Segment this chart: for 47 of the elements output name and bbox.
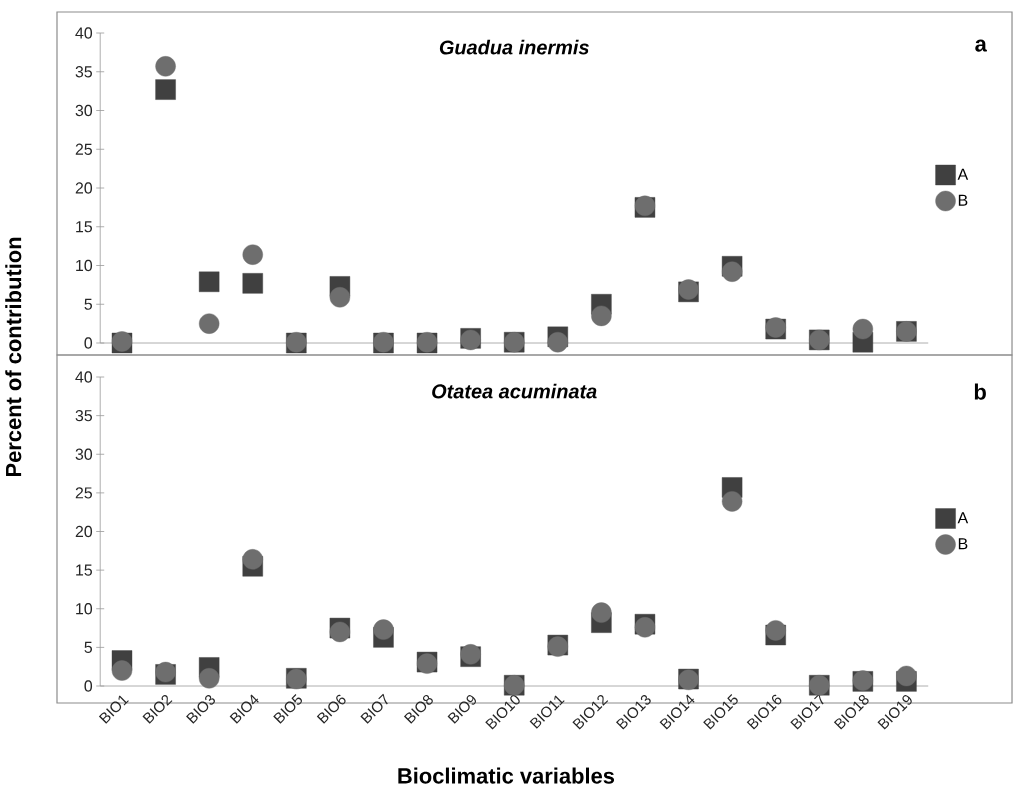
point	[111, 660, 133, 681]
y-tick-label: 35	[75, 410, 93, 422]
y-tick-label: 20	[75, 182, 93, 194]
y-tick-label: 25	[75, 143, 93, 155]
legend-label: A	[957, 512, 969, 524]
point	[155, 79, 176, 100]
point	[721, 261, 743, 282]
y-tick-label: 20	[75, 525, 93, 538]
point	[591, 305, 612, 327]
point	[329, 287, 351, 308]
point	[721, 491, 743, 512]
legend-label: B	[958, 194, 968, 206]
point	[242, 549, 263, 570]
text: a	[975, 39, 987, 52]
point	[591, 602, 612, 623]
y-tick-label: 10	[76, 603, 93, 615]
x-axis-title: Bioclimatic variables	[398, 767, 615, 784]
y-tick-label: 40	[75, 371, 93, 383]
y-tick-label: 5	[84, 641, 93, 653]
text: b	[974, 383, 986, 400]
point	[547, 332, 568, 353]
point	[198, 668, 220, 689]
point	[852, 318, 874, 340]
point	[373, 619, 394, 640]
point	[198, 313, 220, 334]
y-tick-label: 30	[75, 448, 93, 460]
point	[765, 620, 786, 641]
point	[155, 56, 176, 77]
chart-title: Guadua inermis	[439, 39, 589, 55]
y-tick-label: 0	[84, 337, 93, 349]
point	[242, 244, 263, 265]
y-tick-label: 0	[84, 680, 93, 692]
point	[242, 273, 263, 294]
y-tick-label: 15	[76, 564, 93, 576]
y-tick-label: 25	[75, 487, 93, 499]
legend-label: B	[958, 538, 968, 550]
point	[896, 665, 917, 687]
point	[198, 271, 220, 292]
y-tick-label: 10	[76, 259, 93, 272]
y-tick-label: 40	[75, 27, 93, 39]
y-tick-label: 15	[76, 221, 93, 233]
y-tick-label: 35	[75, 66, 93, 78]
legend-label: A	[957, 168, 969, 180]
chart-title: Otatea acuminata	[432, 383, 597, 399]
y-tick-label: 5	[84, 298, 93, 310]
y-axis-title: Percent of contribution	[5, 237, 22, 477]
y-tick-label: 30	[75, 104, 93, 117]
